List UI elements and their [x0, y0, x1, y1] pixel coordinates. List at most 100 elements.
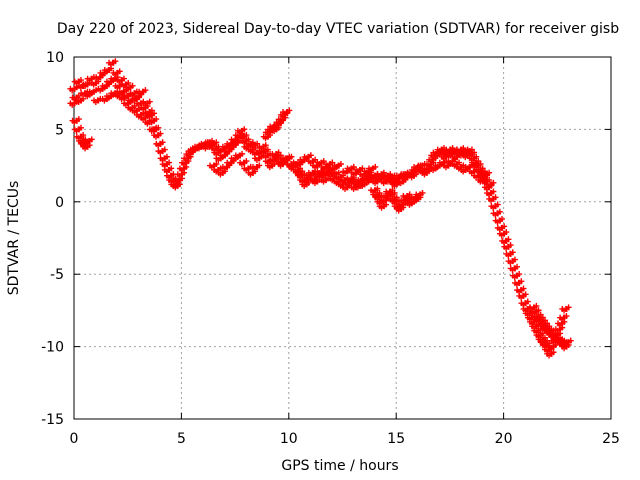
data-point	[503, 229, 510, 236]
data-point	[497, 230, 503, 237]
data-point	[95, 85, 102, 92]
data-point	[217, 152, 224, 159]
data-point	[135, 105, 142, 112]
data-point	[215, 146, 222, 153]
data-point	[88, 80, 95, 87]
data-point	[529, 323, 536, 330]
data-point	[539, 342, 546, 349]
data-point	[245, 136, 252, 143]
data-point	[164, 172, 171, 179]
data-point	[415, 162, 422, 169]
data-point	[172, 177, 179, 184]
data-point	[355, 177, 362, 184]
data-point	[563, 313, 570, 320]
data-point	[454, 164, 461, 171]
data-point	[256, 143, 263, 150]
plot-frame	[73, 56, 612, 420]
data-point	[262, 158, 269, 165]
data-point	[353, 182, 360, 189]
data-point	[260, 152, 267, 159]
data-point	[443, 146, 450, 153]
data-point	[275, 116, 282, 123]
data-point	[207, 140, 214, 147]
y-tick-label: -5	[50, 267, 64, 283]
data-point	[484, 190, 491, 197]
data-point	[142, 119, 149, 126]
data-point	[163, 153, 170, 160]
data-point	[512, 279, 519, 286]
data-point	[166, 177, 173, 184]
data-point	[372, 194, 379, 201]
data-point	[211, 149, 218, 156]
data-point	[280, 109, 287, 116]
data-point	[292, 161, 299, 168]
data-point	[84, 75, 91, 82]
x-tick-label: 5	[177, 431, 186, 447]
data-point	[426, 156, 433, 163]
data-point	[153, 124, 160, 131]
data-point	[357, 171, 364, 178]
data-point	[490, 188, 497, 195]
data-point	[451, 156, 458, 163]
data-point	[232, 152, 239, 159]
data-point	[123, 92, 130, 99]
data-point	[398, 197, 405, 204]
data-point	[75, 116, 82, 123]
y-tick-label: 10	[46, 50, 64, 66]
data-point	[181, 155, 188, 162]
data-point	[112, 82, 119, 89]
data-point	[271, 153, 278, 160]
data-point	[357, 181, 364, 188]
data-point	[256, 162, 263, 169]
data-point	[559, 343, 566, 350]
data-point	[200, 143, 207, 150]
data-point	[99, 95, 106, 102]
data-point	[486, 176, 493, 183]
data-point	[492, 217, 499, 224]
data-point	[239, 137, 246, 144]
data-point	[490, 210, 497, 217]
data-point	[157, 155, 164, 162]
data-point	[211, 166, 218, 173]
data-point	[91, 97, 98, 104]
data-point	[112, 58, 119, 65]
data-point	[207, 162, 214, 169]
data-point	[484, 181, 491, 188]
data-point	[138, 114, 145, 121]
data-point	[544, 350, 551, 357]
data-point	[486, 195, 493, 202]
data-point	[228, 155, 235, 162]
data-point	[550, 349, 557, 356]
data-point	[125, 104, 132, 111]
data-point	[374, 185, 381, 192]
data-point	[252, 155, 259, 162]
data-point	[436, 149, 443, 156]
y-tick-label: 0	[55, 195, 64, 211]
data-point	[454, 146, 461, 153]
data-point	[486, 169, 493, 176]
data-point	[97, 69, 104, 76]
data-point	[213, 139, 220, 146]
data-point	[301, 153, 308, 160]
data-point	[264, 146, 271, 153]
data-point	[148, 117, 155, 124]
data-point	[535, 307, 542, 314]
data-point	[323, 161, 330, 168]
data-point	[368, 172, 375, 179]
data-point	[381, 193, 388, 200]
data-point	[542, 346, 549, 353]
data-point	[565, 304, 572, 311]
data-point	[305, 158, 312, 165]
data-point	[389, 181, 396, 188]
data-point	[466, 168, 473, 175]
data-point	[140, 110, 147, 117]
data-point	[567, 337, 574, 344]
data-point	[514, 263, 521, 270]
data-point	[241, 126, 248, 133]
data-point	[505, 236, 512, 243]
data-point	[350, 163, 357, 170]
data-point	[249, 164, 256, 171]
data-point	[144, 113, 151, 120]
data-point	[471, 172, 478, 179]
data-point	[77, 124, 84, 131]
